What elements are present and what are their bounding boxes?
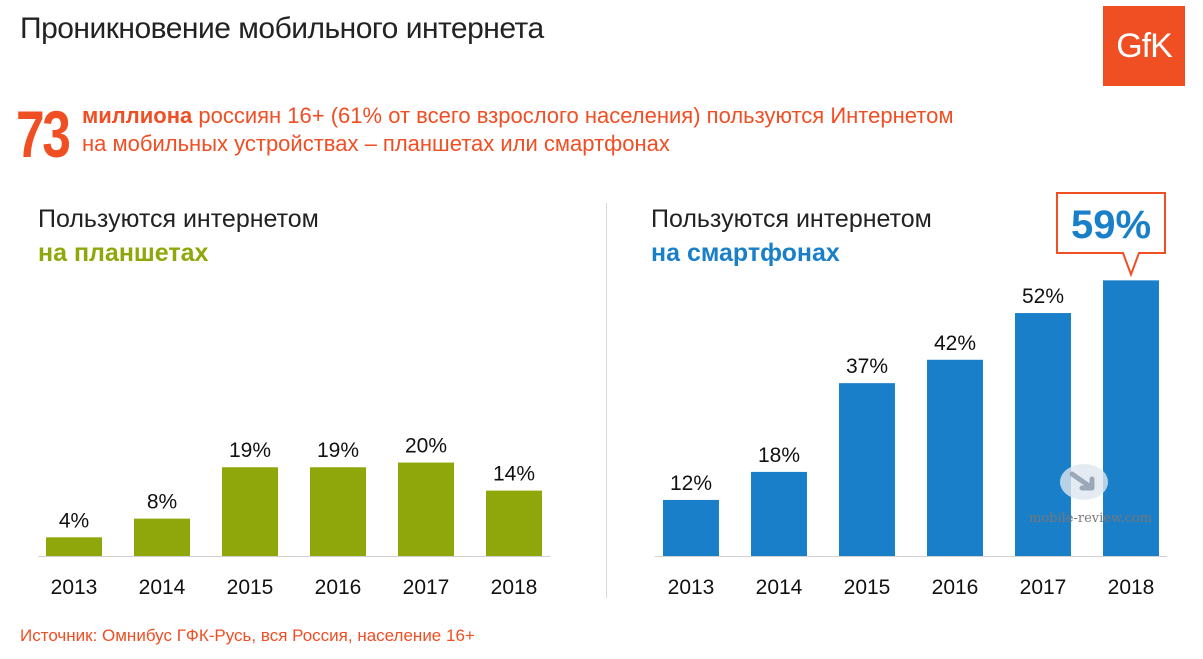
gfk-logo: GfK [1103, 6, 1185, 86]
smartphone-bar-2017 [1015, 313, 1071, 556]
tablet-bar-2014 [134, 518, 190, 556]
tablet-chart-title: Пользуются интернетом на планшетах [38, 202, 319, 270]
smartphone-chart-subtitle: на смартфонах [651, 239, 840, 267]
smartphone-tick-label-2014: 2014 [756, 576, 803, 599]
smartphone-callout-label: 59% [1071, 203, 1151, 247]
tablet-data-label-2013: 4% [59, 509, 89, 532]
smartphone-chart-title-main: Пользуются интернетом [651, 205, 932, 233]
tablet-bar-2016 [310, 467, 366, 556]
tablet-chart-subtitle: на планшетах [38, 239, 209, 267]
tablet-bar-2013 [46, 537, 102, 556]
headline-bold: миллиона [82, 103, 193, 128]
tablet-tick-label-2017: 2017 [403, 576, 450, 599]
headline-line2: на мобильных устройствах – планшетах или… [82, 131, 670, 156]
headline-number: 73 [16, 97, 71, 171]
smartphone-data-label-2014: 18% [758, 444, 800, 467]
page-title: Проникновение мобильного интернета [20, 12, 544, 45]
watermark-text: mobile-review.com [1029, 511, 1153, 526]
smartphone-bar-2015 [839, 383, 895, 556]
tablet-bar-2015 [222, 467, 278, 556]
tablet-tick-label-2015: 2015 [227, 576, 274, 599]
tablet-data-label-2016: 19% [317, 439, 359, 462]
logo-text: GfK [1116, 26, 1173, 65]
tablet-data-label-2014: 8% [147, 491, 177, 514]
tablet-tick-label-2014: 2014 [139, 576, 186, 599]
smartphone-bar-2016 [927, 359, 983, 556]
smartphone-data-label-2017: 52% [1022, 285, 1064, 308]
smartphone-data-label-2015: 37% [846, 355, 888, 378]
smartphone-data-label-2016: 42% [934, 332, 976, 355]
source-note: Источник: Омнибус ГФК-Русь, вся Россия, … [20, 626, 475, 645]
tablet-bar-2017 [398, 462, 454, 556]
tablet-data-label-2015: 19% [229, 439, 271, 462]
tablet-tick-label-2013: 2013 [51, 576, 98, 599]
smartphone-bar-2013 [663, 499, 719, 556]
smartphone-data-label-2013: 12% [670, 472, 712, 495]
tablet-tick-label-2016: 2016 [315, 576, 362, 599]
smartphone-chart-title: Пользуются интернетом на смартфонах [651, 202, 932, 270]
tablet-tick-label-2018: 2018 [491, 576, 538, 599]
smartphone-tick-label-2015: 2015 [844, 576, 891, 599]
smartphone-callout-box [1056, 192, 1166, 278]
smartphone-tick-label-2013: 2013 [668, 576, 715, 599]
panel-divider [606, 203, 607, 598]
headline-text: миллиона россиян 16+ (61% от всего взрос… [82, 102, 953, 158]
smartphone-tick-label-2017: 2017 [1020, 576, 1067, 599]
tablet-chart-title-main: Пользуются интернетом [38, 205, 319, 233]
smartphone-bar-2014 [751, 471, 807, 556]
smartphone-tick-label-2016: 2016 [932, 576, 979, 599]
watermark-logo-icon [1060, 464, 1108, 500]
tablet-data-label-2017: 20% [405, 435, 447, 458]
tablet-data-label-2018: 14% [493, 463, 535, 486]
smartphone-bar-2018 [1103, 280, 1159, 556]
tablet-bar-2018 [486, 490, 542, 556]
headline-line1: россиян 16+ (61% от всего взрослого насе… [192, 103, 954, 128]
smartphone-tick-label-2018: 2018 [1108, 576, 1155, 599]
